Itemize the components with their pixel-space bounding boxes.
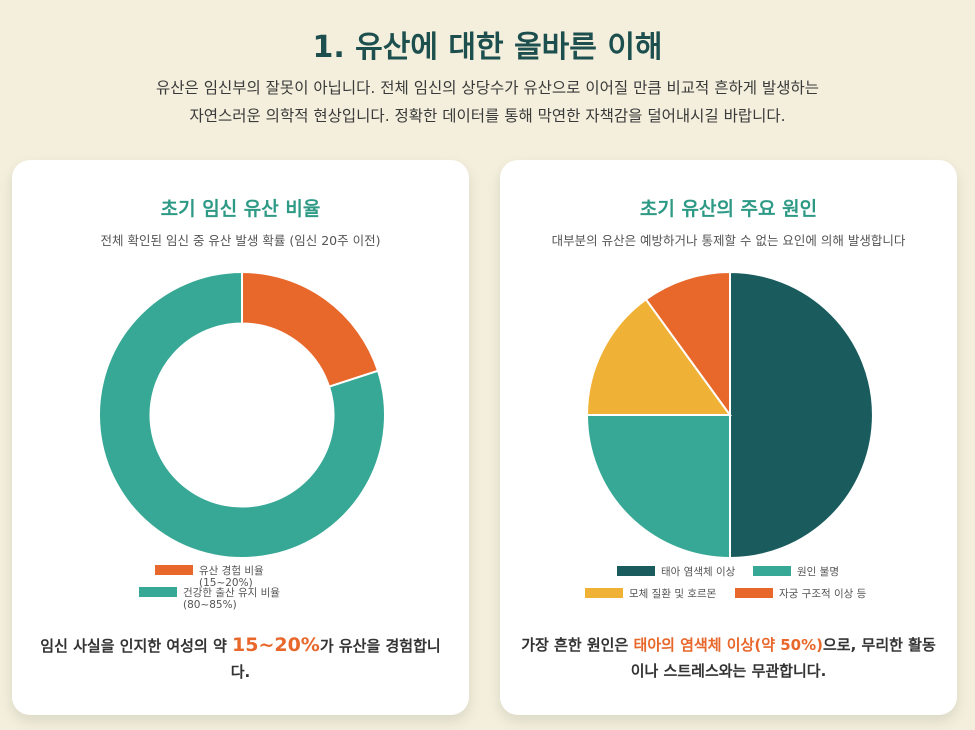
legend-item-unknown[interactable]: 원인 불명 (753, 566, 839, 578)
legend-label: 자궁 구조적 이상 등 (779, 588, 867, 600)
legend-label: 원인 불명 (797, 566, 839, 578)
legend-item-healthy-birth[interactable]: 건강한 출산 유지 비율 (80~85%) (139, 587, 280, 611)
pie-slice-3[interactable] (644, 270, 731, 419)
legend-item-maternal[interactable]: 모체 질환 및 호르몬 (585, 588, 716, 600)
intro-line-2: 자연스러운 의학적 현상입니다. 정확한 데이터를 통해 막연한 자책감을 덜어… (189, 107, 786, 125)
legend-swatch (617, 566, 655, 576)
card-subtitle: 대부분의 유산은 예방하거나 통제할 수 없는 요인에 의해 발생합니다 (551, 233, 906, 248)
card-title: 초기 유산의 주요 원인 (639, 198, 818, 220)
legend-swatch (139, 587, 177, 597)
footnote-text: 으로, 무리한 활동이나 스트레스와는 무관합니다. (630, 636, 936, 680)
miscarriage-causes-pie-chart (585, 270, 874, 560)
intro-text: 유산은 임신부의 잘못이 아닙니다. 전체 임신의 상당수가 유산으로 이어질 … (60, 74, 915, 130)
legend-item-miscarriage[interactable]: 유산 경험 비율 (15~20%) (155, 565, 264, 589)
miscarriage-causes-card: 초기 유산의 주요 원인 대부분의 유산은 예방하거나 통제할 수 없는 요인에… (500, 160, 957, 715)
page-title: 1. 유산에 대한 올바른 이해 (312, 30, 663, 65)
footnote-text: 임신 사실을 인지한 여성의 약 (40, 637, 232, 655)
pie-slice-1[interactable] (585, 414, 731, 560)
legend-swatch (735, 588, 773, 598)
legend-label: 유산 경험 비율 (199, 565, 264, 577)
legend-swatch (753, 566, 791, 576)
miscarriage-rate-card: 초기 임신 유산 비율 전체 확인된 임신 중 유산 발생 확률 (임신 20주… (12, 160, 469, 715)
legend-label: 태아 염색체 이상 (661, 566, 736, 578)
legend-label: 모체 질환 및 호르몬 (629, 588, 717, 600)
pie-slice-0[interactable] (241, 270, 380, 388)
legend-item-uterine[interactable]: 자궁 구조적 이상 등 (735, 588, 866, 600)
legend-swatch (585, 588, 623, 598)
pie-slice-1[interactable] (98, 270, 386, 559)
footnote-text: 가장 흔한 원인은 (521, 636, 634, 654)
intro-line-1: 유산은 임신부의 잘못이 아닙니다. 전체 임신의 상당수가 유산으로 이어질 … (156, 79, 819, 97)
legend-label: 건강한 출산 유지 비율 (183, 587, 280, 599)
legend-swatch (155, 565, 193, 575)
legend-sublabel: (80~85%) (183, 599, 237, 611)
card-footnote: 임신 사실을 인지한 여성의 약 15~20%가 유산을 경험합니다. (32, 632, 449, 685)
card-title: 초기 임신 유산 비율 (160, 198, 321, 220)
card-subtitle: 전체 확인된 임신 중 유산 발생 확률 (임신 20주 이전) (100, 233, 381, 248)
footnote-highlight: 태아의 염색체 이상(약 50%) (633, 636, 823, 654)
pie-slice-0[interactable] (729, 270, 874, 560)
legend-sublabel: (15~20%) (199, 577, 253, 589)
legend-item-chromosomal[interactable]: 태아 염색체 이상 (617, 566, 735, 578)
card-footnote: 가장 흔한 원인은 태아의 염색체 이상(약 50%)으로, 무리한 활동이나 … (520, 632, 937, 684)
miscarriage-rate-doughnut-chart (98, 270, 386, 559)
footnote-text: 가 유산을 경험합니다. (230, 637, 441, 681)
footnote-highlight: 15~20% (232, 634, 320, 656)
pie-slice-2[interactable] (585, 297, 732, 416)
